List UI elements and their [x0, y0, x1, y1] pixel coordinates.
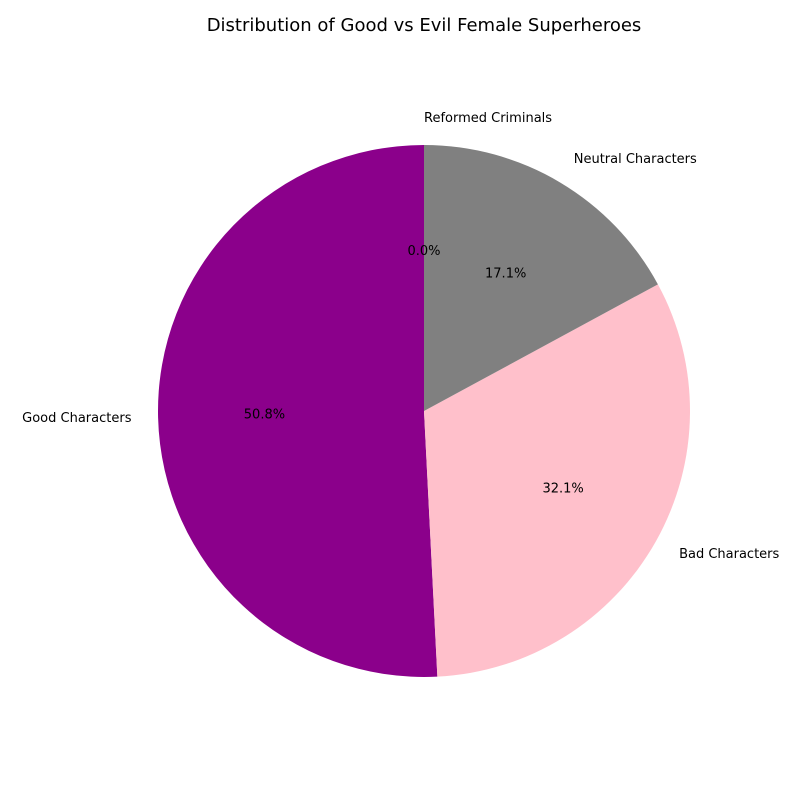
pct-label-reformed-criminals: 0.0%	[407, 244, 440, 259]
pct-label-good-characters: 50.8%	[244, 408, 285, 423]
slice-label-reformed-criminals: Reformed Criminals	[424, 111, 552, 126]
slice-label-neutral-characters: Neutral Characters	[574, 152, 697, 167]
chart-title: Distribution of Good vs Evil Female Supe…	[207, 15, 642, 36]
pct-label-neutral-characters: 17.1%	[485, 266, 526, 281]
pie-slice-bad-characters	[424, 284, 690, 677]
pct-label-bad-characters: 32.1%	[542, 482, 583, 497]
pie-slice-neutral-characters	[424, 145, 658, 411]
slice-label-bad-characters: Bad Characters	[679, 547, 779, 562]
pie-slice-good-characters	[157, 144, 438, 677]
slice-label-good-characters: Good Characters	[22, 411, 132, 426]
pie-labels: Good Characters 50.8% Bad Characters 32.1% N…	[22, 111, 779, 562]
pie-slices	[157, 144, 690, 677]
